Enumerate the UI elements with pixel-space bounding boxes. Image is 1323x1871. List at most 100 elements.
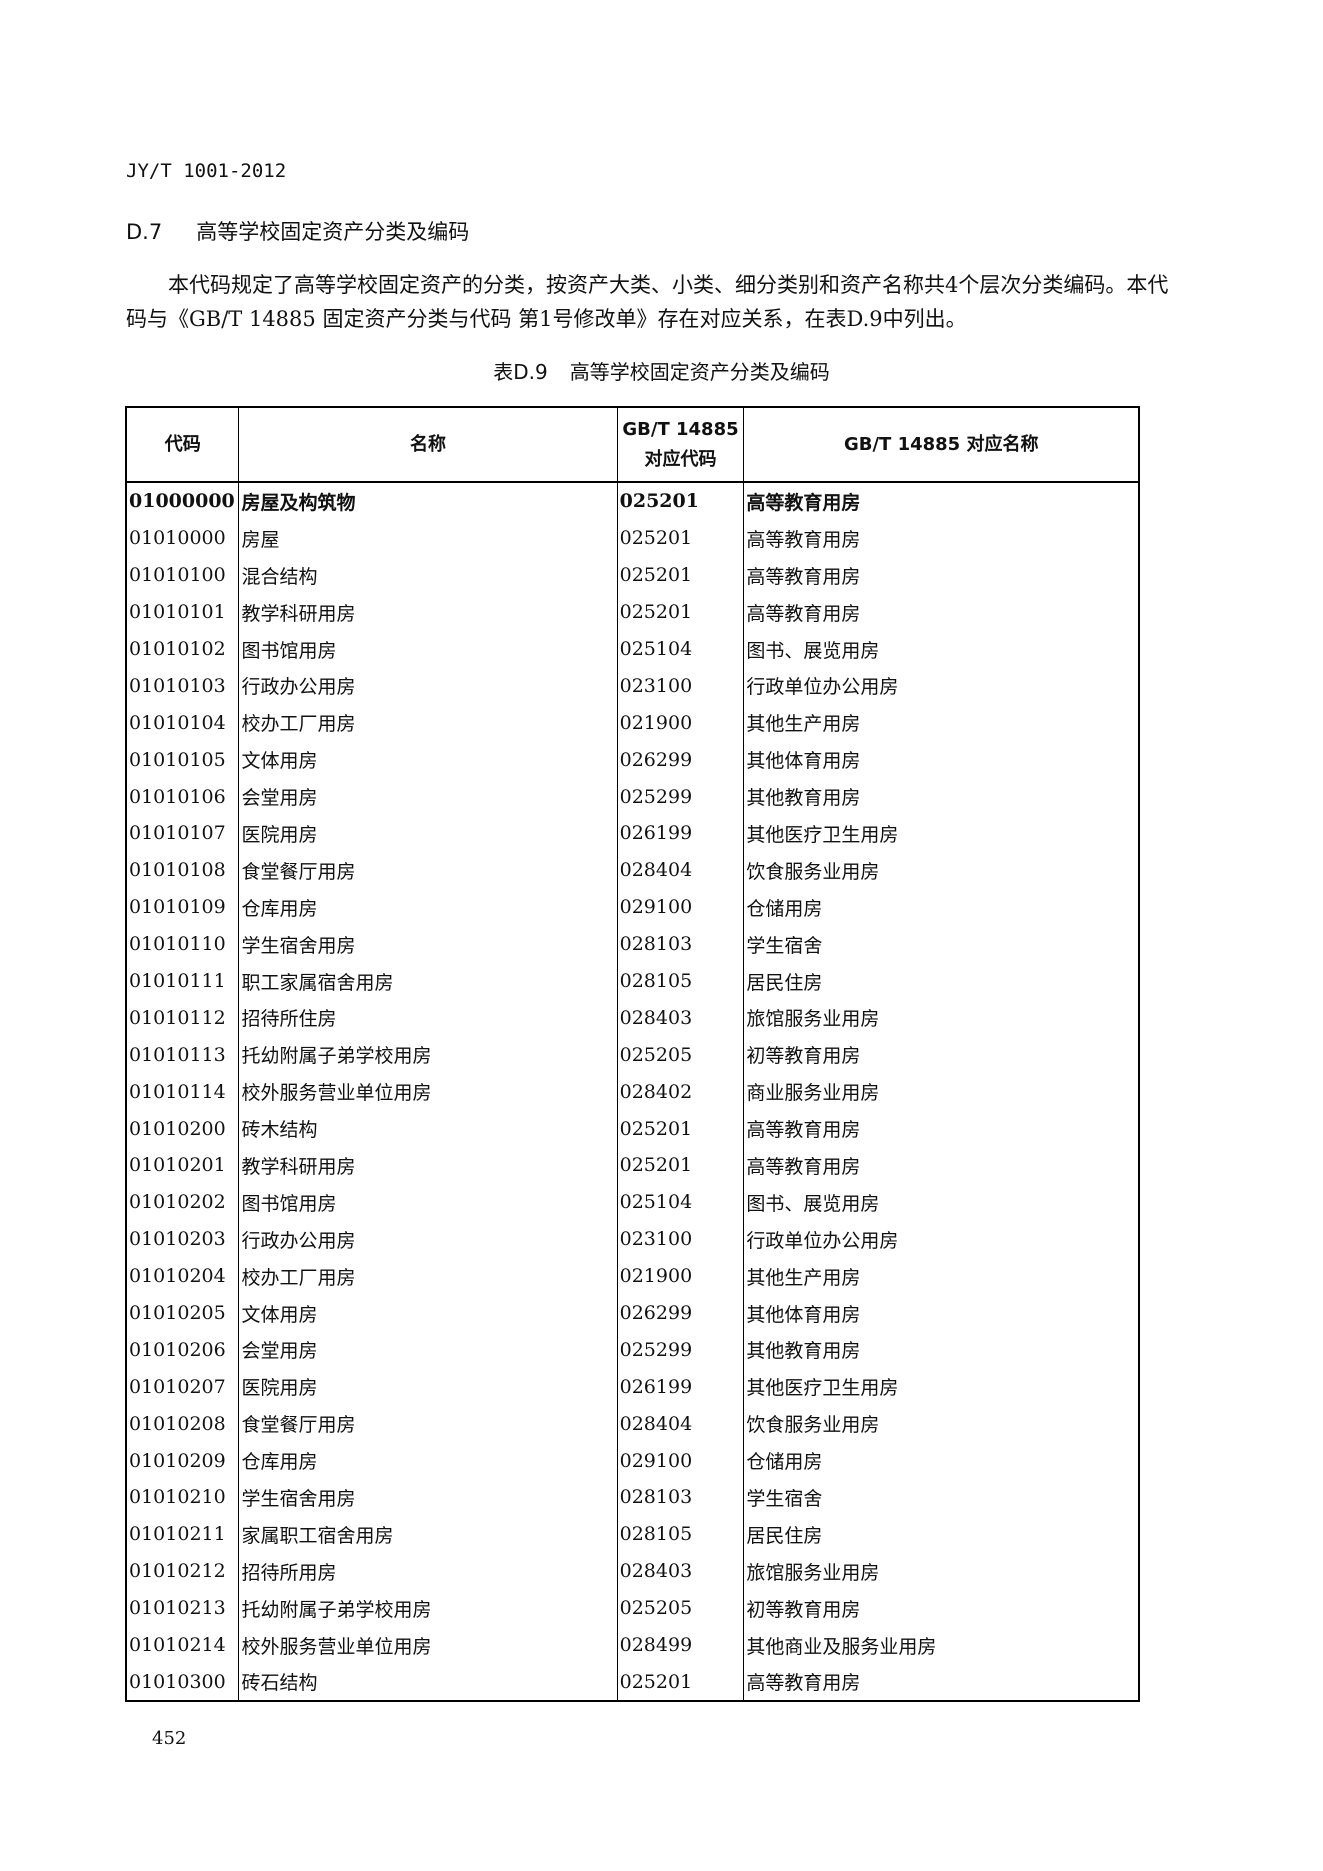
- cell-code: 01010204: [125, 1257, 240, 1295]
- cell-gb-name: 居民住房: [743, 962, 1140, 1000]
- cell-gb-name: 高等教育用房: [743, 556, 1140, 594]
- cell-name: 食堂餐厅用房: [238, 851, 618, 889]
- table-row: 01010100 混合结构 025201 高等教育用房: [125, 556, 1140, 594]
- cell-gb-name: 高等教育用房: [743, 482, 1140, 520]
- cell-gb-name: 仓储用房: [743, 888, 1140, 926]
- table-row: 01010209 仓库用房 029100 仓储用房: [125, 1442, 1140, 1480]
- cell-code: 01010100: [125, 556, 240, 594]
- cell-code: 01010206: [125, 1331, 240, 1369]
- cell-code: 01010112: [125, 999, 240, 1037]
- cell-gb-name: 初等教育用房: [743, 1589, 1140, 1627]
- cell-gb-name: 饮食服务业用房: [743, 851, 1140, 889]
- cell-name: 会堂用房: [238, 778, 618, 816]
- table-row: 01010300 砖石结构 025201 高等教育用房: [125, 1663, 1140, 1702]
- cell-gb-code: 028105: [616, 1515, 745, 1553]
- table-row: 01010000 房屋 025201 高等教育用房: [125, 519, 1140, 557]
- table-row: 01010208 食堂餐厅用房 028404 饮食服务业用房: [125, 1405, 1140, 1443]
- cell-gb-name: 学生宿舍: [743, 925, 1140, 963]
- cell-code: 01010110: [125, 925, 240, 963]
- col-code: 代码: [125, 406, 240, 483]
- cell-code: 01010108: [125, 851, 240, 889]
- table-row: 01010113 托幼附属子弟学校用房 025205 初等教育用房: [125, 1036, 1140, 1074]
- table-row: 01010213 托幼附属子弟学校用房 025205 初等教育用房: [125, 1589, 1140, 1627]
- cell-code: 01010105: [125, 741, 240, 779]
- cell-name: 文体用房: [238, 1294, 618, 1332]
- page-number: 452: [152, 1728, 187, 1749]
- col-gb-name: GB/T 14885 对应名称: [743, 406, 1140, 483]
- table-title: 高等学校固定资产分类及编码: [569, 360, 830, 384]
- cell-name: 仓库用房: [238, 1442, 618, 1480]
- table-row: 01010201 教学科研用房 025201 高等教育用房: [125, 1147, 1140, 1184]
- cell-gb-code: 026199: [616, 815, 745, 852]
- cell-gb-name: 初等教育用房: [743, 1036, 1140, 1074]
- table-row: 01010205 文体用房 026299 其他体育用房: [125, 1294, 1140, 1332]
- cell-name: 医院用房: [238, 1368, 618, 1406]
- cell-gb-name: 图书、展览用房: [743, 1183, 1140, 1221]
- cell-gb-code: 028402: [616, 1073, 745, 1111]
- cell-name: 学生宿舍用房: [238, 925, 618, 963]
- table-row: 01010202 图书馆用房 025104 图书、展览用房: [125, 1183, 1140, 1221]
- cell-gb-name: 其他商业及服务业用房: [743, 1626, 1140, 1664]
- cell-code: 01010102: [125, 630, 240, 668]
- cell-name: 医院用房: [238, 815, 618, 852]
- cell-gb-code: 025201: [616, 519, 745, 557]
- cell-gb-name: 其他体育用房: [743, 1294, 1140, 1332]
- cell-gb-name: 高等教育用房: [743, 1663, 1140, 1702]
- cell-name: 仓库用房: [238, 888, 618, 926]
- cell-code: 01010104: [125, 704, 240, 742]
- cell-gb-code: 025104: [616, 630, 745, 668]
- asset-classification-table: 代码 名称 GB/T 14885 对应代码 GB/T 14885 对应名称 010…: [125, 406, 1140, 1703]
- cell-gb-code: 025205: [616, 1589, 745, 1627]
- table-row: 01010110 学生宿舍用房 028103 学生宿舍: [125, 925, 1140, 963]
- table-row: 01010204 校办工厂用房 021900 其他生产用房: [125, 1257, 1140, 1295]
- table-row: 01010103 行政办公用房 023100 行政单位办公用房: [125, 667, 1140, 705]
- cell-name: 校外服务营业单位用房: [238, 1073, 618, 1111]
- cell-gb-name: 仓储用房: [743, 1442, 1140, 1480]
- cell-code: 01010103: [125, 667, 240, 705]
- table-number: 表D.9: [493, 360, 548, 384]
- cell-gb-code: 025299: [616, 1331, 745, 1369]
- cell-gb-code: 028103: [616, 925, 745, 963]
- table-row: 01010102 图书馆用房 025104 图书、展览用房: [125, 630, 1140, 668]
- col-gb-code: GB/T 14885 对应代码: [616, 406, 745, 483]
- cell-gb-name: 旅馆服务业用房: [743, 1552, 1140, 1590]
- cell-gb-name: 其他生产用房: [743, 1257, 1140, 1295]
- intro-paragraph: 本代码规定了高等学校固定资产的分类，按资产大类、小类、细分类别和资产名称共4个层…: [126, 273, 1169, 331]
- cell-gb-code: 025201: [616, 1147, 745, 1184]
- cell-code: 01010205: [125, 1294, 240, 1332]
- cell-gb-code: 026299: [616, 741, 745, 779]
- table-caption: 表D.9 高等学校固定资产分类及编码: [0, 356, 1323, 385]
- cell-gb-code: 025201: [616, 593, 745, 631]
- cell-gb-name: 其他教育用房: [743, 1331, 1140, 1369]
- cell-gb-code: 029100: [616, 888, 745, 926]
- cell-gb-name: 高等教育用房: [743, 1110, 1140, 1148]
- cell-name: 招待所用房: [238, 1552, 618, 1590]
- cell-gb-code: 025201: [616, 1110, 745, 1148]
- cell-code: 01010213: [125, 1589, 240, 1627]
- cell-code: 01000000: [125, 482, 240, 520]
- cell-name: 会堂用房: [238, 1331, 618, 1369]
- table-row: 01010104 校办工厂用房 021900 其他生产用房: [125, 704, 1140, 742]
- cell-gb-code: 021900: [616, 1257, 745, 1295]
- cell-name: 校办工厂用房: [238, 704, 618, 742]
- cell-code: 01010209: [125, 1442, 240, 1480]
- cell-name: 食堂餐厅用房: [238, 1405, 618, 1443]
- cell-code: 01010203: [125, 1220, 240, 1258]
- table-header-row: 代码 名称 GB/T 14885 对应代码 GB/T 14885 对应名称: [125, 406, 1140, 483]
- cell-code: 01010202: [125, 1183, 240, 1221]
- cell-gb-code: 026199: [616, 1368, 745, 1406]
- cell-gb-name: 行政单位办公用房: [743, 1220, 1140, 1258]
- cell-gb-name: 高等教育用房: [743, 1147, 1140, 1184]
- cell-gb-name: 学生宿舍: [743, 1479, 1140, 1516]
- cell-code: 01010201: [125, 1147, 240, 1184]
- cell-gb-name: 旅馆服务业用房: [743, 999, 1140, 1037]
- col-name: 名称: [238, 406, 618, 483]
- cell-gb-name: 其他医疗卫生用房: [743, 1368, 1140, 1406]
- cell-gb-code: 028403: [616, 999, 745, 1037]
- table-row: 01010107 医院用房 026199 其他医疗卫生用房: [125, 815, 1140, 852]
- cell-gb-code: 028499: [616, 1626, 745, 1664]
- cell-code: 01010106: [125, 778, 240, 816]
- cell-name: 图书馆用房: [238, 1183, 618, 1221]
- cell-code: 01010114: [125, 1073, 240, 1111]
